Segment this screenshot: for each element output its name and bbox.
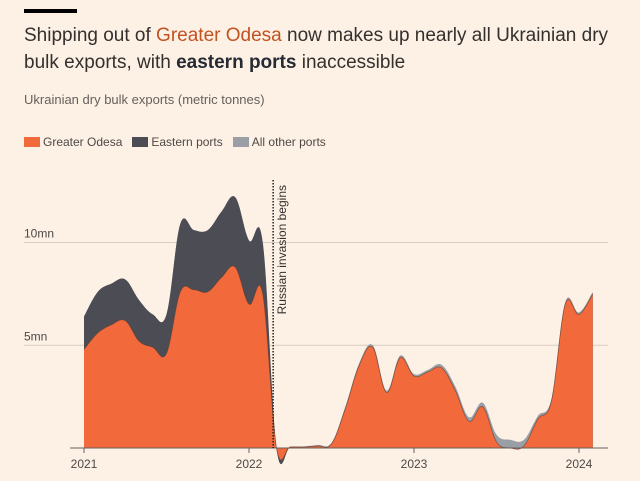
legend-swatch — [232, 137, 249, 147]
invasion-label: Russian invasion begins — [275, 185, 289, 314]
title-text: Shipping out of — [24, 25, 157, 46]
y-tick-label: 10mn — [24, 227, 54, 241]
legend-label: Greater Odesa — [43, 135, 123, 149]
header-rule — [24, 9, 77, 13]
chart-title: Shipping out of Greater Odesa now makes … — [24, 22, 624, 76]
area-greater-odesa — [84, 265, 593, 461]
legend-swatch — [132, 137, 149, 147]
x-tick-label: 2022 — [236, 457, 263, 471]
x-tick-label: 2024 — [566, 457, 593, 471]
title-highlight-eastern: eastern ports — [176, 52, 297, 73]
title-text: inaccessible — [296, 52, 406, 73]
legend-item: Greater Odesa — [24, 135, 122, 149]
legend-item: All other ports — [232, 135, 326, 149]
y-tick-label: 5mn — [24, 329, 47, 343]
x-tick-label: 2021 — [71, 457, 98, 471]
title-highlight-odesa: Greater Odesa — [156, 25, 282, 46]
x-tick-label: 2023 — [401, 457, 428, 471]
chart-subtitle: Ukrainian dry bulk exports (metric tonne… — [24, 92, 265, 107]
title-text: now makes up nearly all Ukrainian dry bu… — [24, 25, 609, 73]
legend-item: Eastern ports — [132, 135, 223, 149]
legend: Greater Odesa Eastern ports All other port… — [24, 135, 330, 149]
legend-label: All other ports — [251, 135, 326, 149]
legend-label: Eastern ports — [151, 135, 223, 149]
legend-swatch — [24, 137, 40, 147]
